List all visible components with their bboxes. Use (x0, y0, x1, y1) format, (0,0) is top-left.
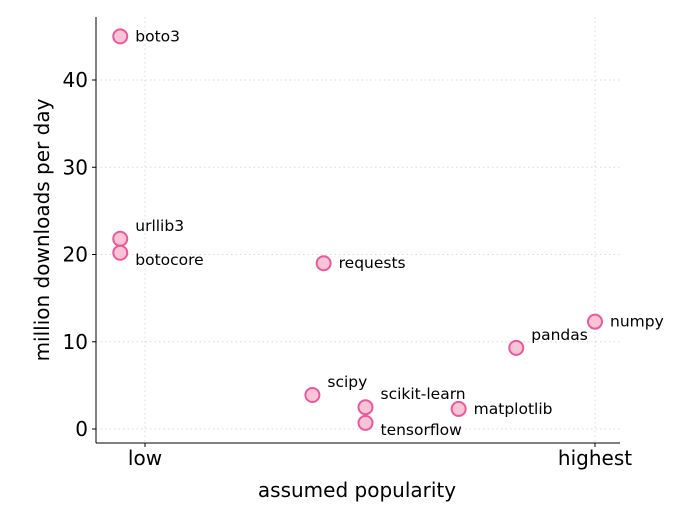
point-labels: boto3 urllib3 botocore requests numpy pandas s… (135, 27, 664, 439)
data-point-tensorflow (357, 414, 374, 431)
point-label-matplotlib: matplotlib (474, 400, 553, 418)
y-tick-label: 0 (75, 417, 88, 441)
x-tick-label: low (128, 446, 162, 470)
point-label-tensorflow: tensorflow (381, 421, 463, 439)
y-tick-label: 10 (63, 330, 88, 354)
tick-labels: low highest 0 10 20 30 40 (63, 68, 633, 470)
data-point-pandas (508, 339, 525, 356)
data-point-numpy (587, 313, 603, 330)
point-label-requests: requests (339, 254, 406, 272)
grid-lines (96, 17, 620, 443)
data-point-scikit-learn (357, 399, 374, 416)
data-points (112, 28, 603, 431)
x-axis-label: assumed popularity (258, 478, 456, 502)
data-point-urllib3 (112, 230, 129, 247)
x-tick-label: highest (558, 446, 632, 470)
y-tick-label: 40 (63, 68, 88, 92)
data-point-botocore (112, 244, 129, 261)
data-point-requests (315, 255, 332, 272)
point-label-urllib3: urllib3 (135, 217, 184, 235)
data-point-scipy (304, 386, 321, 403)
data-point-matplotlib (450, 400, 467, 417)
point-label-scipy: scipy (327, 373, 367, 391)
y-axis-label: million downloads per day (30, 98, 54, 361)
point-label-scikit-learn: scikit-learn (381, 385, 466, 403)
y-tick-label: 30 (63, 155, 88, 179)
data-point-boto3 (112, 28, 129, 45)
point-label-pandas: pandas (531, 326, 588, 344)
point-label-numpy: numpy (610, 313, 664, 331)
point-label-boto3: boto3 (135, 27, 180, 45)
y-tick-label: 20 (63, 243, 88, 267)
axes (95, 17, 620, 444)
point-label-botocore: botocore (135, 251, 203, 269)
